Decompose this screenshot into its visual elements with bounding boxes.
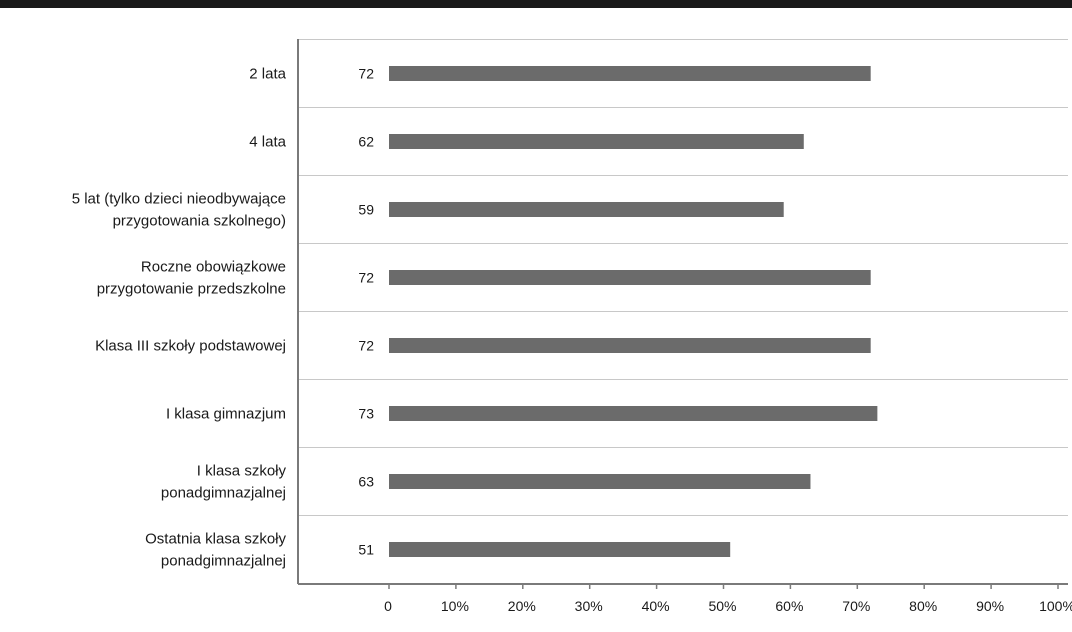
category-label: ponadgimnazjalnej <box>161 553 286 570</box>
category-label: przygotowania szkolnego) <box>113 213 286 230</box>
data-label: 72 <box>358 66 374 82</box>
data-label: 62 <box>358 134 374 150</box>
x-tick-label: 50% <box>708 598 736 614</box>
x-tick-label: 40% <box>642 598 670 614</box>
data-label: 72 <box>358 270 374 286</box>
data-label: 73 <box>358 406 374 422</box>
x-tick-label: 60% <box>775 598 803 614</box>
category-label: 2 lata <box>249 66 286 83</box>
category-label: przygotowanie przedszkolne <box>97 281 286 298</box>
bar <box>389 134 804 149</box>
axis-layer: 0 10% 20% 30% 40% 50% 60% 70% 80% 90% 100% <box>297 39 1072 614</box>
x-tick-label: 100% <box>1039 598 1072 614</box>
x-tick-label: 90% <box>976 598 1004 614</box>
data-label: 59 <box>358 202 374 218</box>
x-tick-label: 20% <box>508 598 536 614</box>
category-label: ponadgimnazjalnej <box>161 485 286 502</box>
grid-layer <box>298 39 1068 516</box>
data-label: 51 <box>358 542 374 558</box>
category-label: I klasa gimnazjum <box>166 406 286 423</box>
bar <box>389 542 731 557</box>
x-tick-label: 30% <box>575 598 603 614</box>
bar <box>389 338 871 353</box>
category-label: 4 lata <box>249 134 286 151</box>
x-tick-label: 80% <box>909 598 937 614</box>
category-label: I klasa szkoły <box>197 463 287 480</box>
top-rule <box>0 0 1072 8</box>
x-tick-label: 10% <box>441 598 469 614</box>
category-label: Roczne obowiązkowe <box>141 259 286 276</box>
x-tick-label: 0 <box>384 598 392 614</box>
data-label: 72 <box>358 338 374 354</box>
bar <box>389 406 878 421</box>
bar <box>389 270 871 285</box>
category-label: 5 lat (tylko dzieci nieodbywające <box>72 191 286 208</box>
category-label: Ostatnia klasa szkoły <box>145 531 286 548</box>
bar <box>389 202 784 217</box>
bar <box>389 66 871 81</box>
bar <box>389 474 811 489</box>
bar-layer <box>389 66 878 557</box>
data-label: 63 <box>358 474 374 490</box>
category-label: Klasa III szkoły podstawowej <box>95 338 286 355</box>
label-layer: 72 2 lata 62 4 lata 59 5 lat (tylko dzieci ni… <box>72 66 374 570</box>
x-tick-label: 70% <box>842 598 870 614</box>
